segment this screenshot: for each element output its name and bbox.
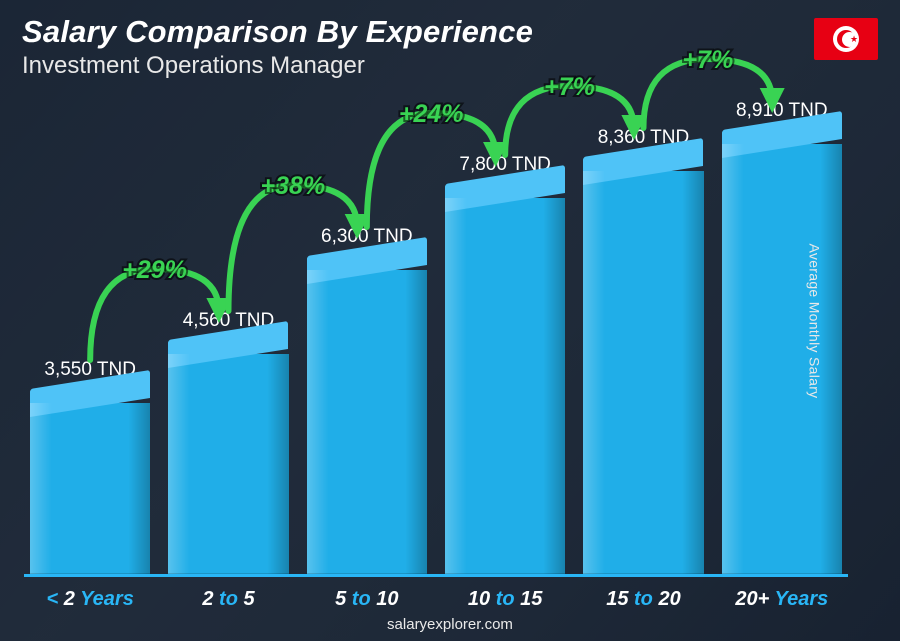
x-axis-label: 15 to 20: [583, 588, 703, 611]
increment-label: +38%: [261, 172, 326, 200]
bar-chart: 3,550 TND4,560 TND6,300 TND7,800 TND8,36…: [24, 100, 848, 577]
x-axis-label: 20+ Years: [722, 588, 842, 611]
increment-label: +7%: [682, 46, 733, 74]
x-axis-label: 5 to 10: [307, 588, 427, 611]
y-axis-label: Average Monthly Salary: [807, 243, 823, 398]
footer-attribution: salaryexplorer.com: [0, 616, 900, 633]
increment-label: +29%: [122, 256, 187, 284]
x-axis-label: 10 to 15: [445, 588, 565, 611]
increment-arrows: +29% +38% +24% +7% +7%: [24, 0, 848, 574]
x-axis-labels: < 2 Years 2 to 5 5 to 10 10 to 15 15 to 20 20…: [24, 588, 848, 611]
increment-label: +24%: [399, 100, 464, 128]
x-axis-label: < 2 Years: [30, 588, 150, 611]
x-axis-label: 2 to 5: [168, 588, 288, 611]
increment-label: +7%: [544, 73, 595, 101]
